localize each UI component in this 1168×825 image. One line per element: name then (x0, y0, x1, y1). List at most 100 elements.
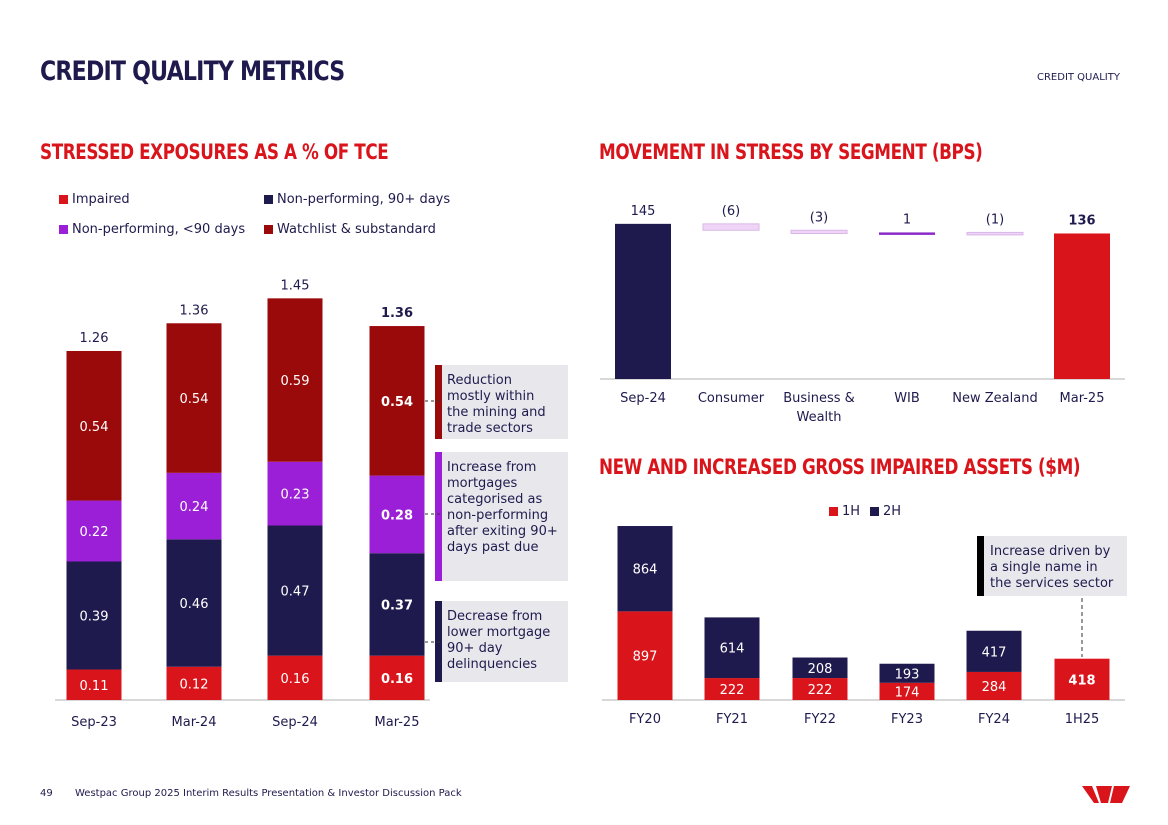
data-label: 0.54 (180, 392, 209, 407)
data-label: 0.11 (80, 679, 109, 694)
data-label: 0.59 (281, 374, 310, 389)
bar-segment (166, 472, 222, 540)
bar-segment (369, 553, 425, 656)
chart-title-gia: NEW AND INCREASED GROSS IMPAIRED ASSETS … (599, 455, 1081, 479)
data-label: 864 (633, 563, 658, 578)
total-label: 1.45 (281, 278, 310, 293)
legend-label: Non-performing, <90 days (72, 222, 246, 237)
data-label: 418 (1068, 673, 1095, 688)
legend-impaired: Impaired (59, 192, 130, 207)
bar-segment (966, 630, 1022, 672)
data-label: 208 (808, 662, 833, 677)
data-label: 145 (631, 204, 656, 219)
bar-segment (792, 678, 848, 700)
annotation-np90: Decrease from lower mortgage 90+ day del… (435, 601, 568, 682)
bar-segment (166, 323, 222, 473)
x-tick-label: 1H25 (1065, 712, 1100, 727)
data-label: 0.54 (80, 420, 109, 435)
bar-segment (792, 657, 848, 679)
legend-label: Non-performing, 90+ days (277, 192, 451, 207)
annotation-text: Increase from mortgages categorised as n… (447, 460, 558, 555)
legend-label: 2H (883, 504, 902, 519)
bar-segment (704, 678, 760, 700)
data-label: 222 (720, 683, 745, 698)
x-tick-label: Mar-25 (375, 715, 420, 730)
page-title: CREDIT QUALITY METRICS (40, 56, 345, 87)
data-label: 174 (895, 685, 920, 700)
legend-label: 1H (842, 504, 861, 519)
legend-swatch (829, 507, 838, 516)
annotation-text: Reduction mostly within the mining and t… (447, 373, 546, 436)
bar-segment (66, 500, 122, 562)
legend-label: Watchlist & substandard (277, 222, 436, 237)
legend-swatch (59, 195, 68, 204)
bar-segment (66, 350, 122, 501)
data-label: 0.47 (281, 585, 310, 600)
legend-np90: Non-performing, 90+ days (264, 192, 450, 207)
annotation-bar (435, 452, 442, 581)
stressed-exposures-chart: 0.11 0.39 0.22 0.54 1.26 Sep-23 0.12 0.46 0.24 0.… (55, 278, 430, 730)
annotation-1h25: Increase driven by a single name in the … (977, 536, 1127, 596)
bar-segment (66, 561, 122, 670)
legend-swatch (59, 225, 68, 234)
x-tick-label: FY20 (629, 712, 661, 727)
x-tick-label: Sep-24 (620, 391, 666, 406)
chart-title-movement: MOVEMENT IN STRESS BY SEGMENT (BPS) (599, 140, 983, 164)
legend-swatch (870, 507, 879, 516)
bar-segment (267, 655, 323, 700)
total-label: 1.26 (80, 331, 109, 346)
data-label: 0.46 (180, 597, 209, 612)
annotation-bar (977, 536, 984, 596)
data-label: 0.22 (80, 525, 109, 540)
legend-swatch (264, 225, 273, 234)
data-label: 417 (982, 645, 1007, 660)
x-tick-label: FY22 (804, 712, 836, 727)
x-tick-label: Business & Wealth (783, 391, 855, 425)
annotation-bar (435, 365, 442, 439)
data-label: 0.16 (381, 672, 413, 687)
data-label: 0.12 (180, 677, 209, 692)
annotation-watchlist: Reduction mostly within the mining and t… (435, 365, 568, 439)
bar-segment (879, 663, 935, 683)
bar-segment (267, 461, 323, 526)
data-label: 0.24 (180, 500, 209, 515)
data-label: 0.28 (381, 508, 413, 523)
bar-segment (617, 526, 673, 612)
x-tick-label: FY23 (891, 712, 923, 727)
x-tick-label: FY21 (716, 712, 748, 727)
x-tick-label: WIB (894, 391, 920, 406)
data-label: 1 (903, 212, 911, 227)
data-label: (3) (810, 210, 828, 225)
x-tick-label: Sep-23 (71, 715, 117, 730)
bar-segment (267, 525, 323, 656)
legend-2h: 2H (870, 504, 901, 519)
data-label: (1) (986, 212, 1004, 227)
chart-title-stressed: STRESSED EXPOSURES AS A % OF TCE (40, 140, 389, 164)
data-label: 222 (808, 683, 833, 698)
bar-segment (66, 669, 122, 700)
data-label: 193 (895, 667, 920, 682)
waterfall-bar (615, 223, 671, 379)
data-label: 0.16 (281, 672, 310, 687)
x-tick-label: Mar-25 (1060, 391, 1105, 406)
data-label: 0.39 (80, 610, 109, 625)
data-label: 0.54 (381, 395, 413, 410)
waterfall-bar (1054, 233, 1110, 379)
waterfall-bar (790, 229, 848, 234)
annotation-text: Increase driven by a single name in the … (990, 544, 1114, 591)
data-label: 136 (1068, 213, 1095, 228)
data-label: 284 (982, 680, 1007, 695)
legend-swatch (264, 195, 273, 204)
bar-segment (166, 539, 222, 667)
data-label: 0.23 (281, 488, 310, 503)
section-label: CREDIT QUALITY (1037, 72, 1120, 83)
legend-watchlist: Watchlist & substandard (264, 222, 436, 237)
movement-waterfall-chart: 145 Sep-24 (6) Consumer (3) Business & Wealth 1… (600, 204, 1125, 425)
bar-segment (166, 666, 222, 700)
waterfall-bar (879, 232, 935, 235)
legend-np-lt90: Non-performing, <90 days (59, 222, 245, 237)
x-tick-label: Consumer (698, 391, 765, 406)
x-tick-label: Sep-24 (272, 715, 318, 730)
bar-segment (966, 671, 1022, 700)
data-label: 897 (633, 650, 658, 665)
